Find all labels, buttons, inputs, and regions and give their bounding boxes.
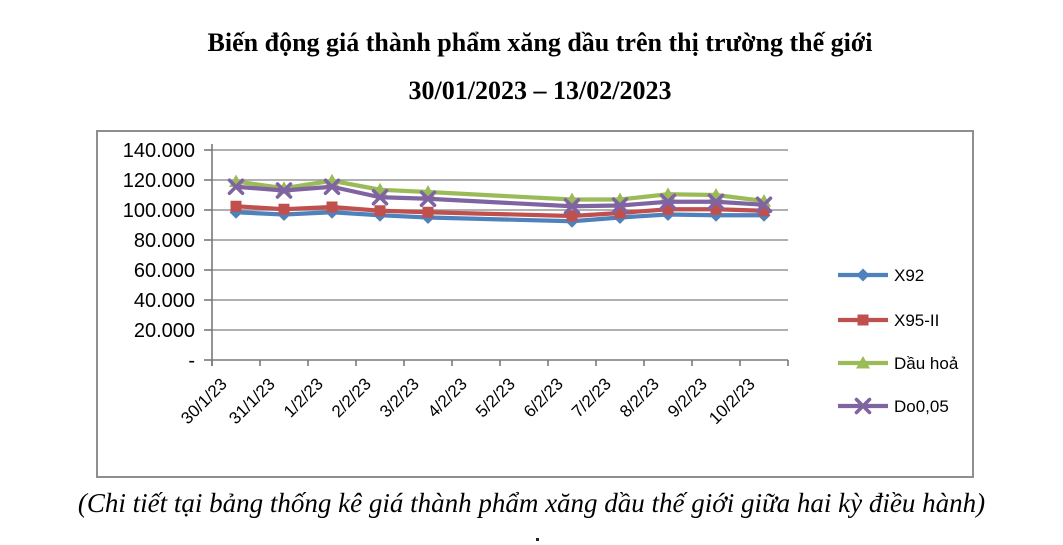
x-axis-tick-label: 7/2/23 [568,374,615,421]
x-axis-tick-label: 31/1/23 [225,374,279,428]
data-point-marker [614,207,626,219]
y-axis-tick-label: 20.000 [134,320,195,342]
x-axis-tick-label: 3/2/23 [376,374,423,421]
y-axis-tick-label: 60.000 [134,260,195,282]
data-point-marker [611,197,629,214]
data-point-marker [230,200,242,212]
x-axis-tick-label: 4/2/23 [424,374,471,421]
series-line-X92 [233,210,767,224]
data-point-marker [275,182,293,199]
x-axis-tick-label: 6/2/23 [520,374,567,421]
data-point-marker [227,178,245,196]
chart-title-line2: 30/01/2023 – 13/02/2023 [408,76,672,105]
x-axis-tick-label: 9/2/23 [664,374,711,421]
line-chart: - 20.000 40.000 60.000 80.000 100.000 120.000 1… [123,140,959,428]
x-axis-tick-label: 5/2/23 [472,374,519,421]
series-line-Dầu hoả [233,178,767,204]
chart-title: Biến động giá thành phẩm xăng dầu trên t… [30,26,1050,108]
x-axis-tick-label: 30/1/23 [177,374,231,428]
data-point-marker [278,203,290,215]
legend-label: X92 [894,266,924,285]
y-axis-tick-label: 40.000 [134,290,195,312]
legend-marker [856,268,870,282]
data-point-marker [371,188,389,206]
x-axis-tick-label: 1/2/23 [280,374,327,421]
y-axis-tick-label: - [188,350,195,372]
data-point-marker [758,205,770,217]
series-line-X95-II [233,204,767,219]
data-point-marker [323,178,341,196]
y-axis-tick-label: 120.000 [123,170,195,192]
data-point-marker [755,196,773,214]
x-axis-tick-label: 8/2/23 [616,374,663,421]
legend-marker [857,314,869,326]
data-point-marker [419,190,437,208]
chart-title-line1: Biến động giá thành phẩm xăng dầu trên t… [207,28,873,57]
data-point-marker [563,197,581,215]
series-line-Do0,05 [233,184,767,209]
x-axis-tick-label: 10/2/23 [705,374,759,428]
y-axis-tick-label: 80.000 [134,230,195,252]
data-point-marker [374,205,386,217]
data-point-marker [710,203,722,215]
chart-area: - 20.000 40.000 60.000 80.000 100.000 120.000 1… [96,130,974,478]
data-point-marker [566,210,578,222]
data-point-marker [422,206,434,218]
legend-marker [856,356,870,369]
y-axis-tick-label: 140.000 [123,140,195,162]
data-point-marker [662,203,674,215]
data-point-marker [326,201,338,213]
legend-marker [854,397,872,415]
chart-caption: (Chi tiết tại bảng thống kê giá thành ph… [77,488,986,518]
stray-dot [536,538,539,541]
y-axis-tick-label: 100.000 [123,200,195,222]
x-axis-tick-label: 2/2/23 [328,374,375,421]
data-point-marker [707,193,725,211]
legend-label: X95-II [894,311,939,330]
legend-label: Do0,05 [894,397,949,416]
data-point-marker [659,193,677,211]
legend-label: Dầu hoả [894,354,959,373]
